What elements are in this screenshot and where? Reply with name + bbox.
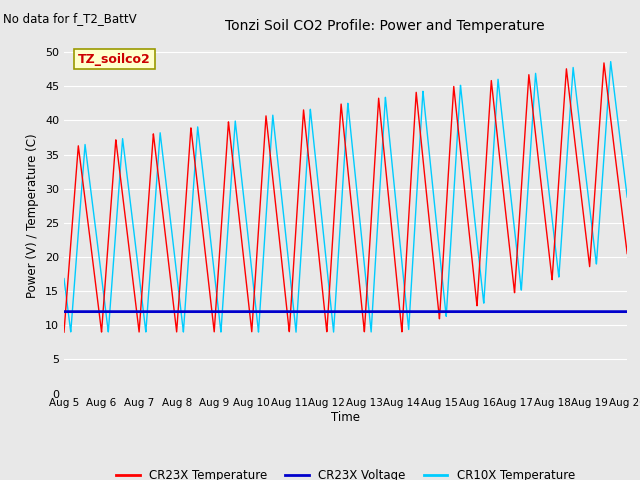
X-axis label: Time: Time (331, 411, 360, 424)
Title: Tonzi Soil CO2 Profile: Power and Temperature: Tonzi Soil CO2 Profile: Power and Temper… (225, 19, 545, 33)
Text: TZ_soilco2: TZ_soilco2 (78, 53, 151, 66)
Legend: CR23X Temperature, CR23X Voltage, CR10X Temperature: CR23X Temperature, CR23X Voltage, CR10X … (111, 465, 580, 480)
Text: No data for f_T2_BattV: No data for f_T2_BattV (3, 12, 137, 25)
Y-axis label: Power (V) / Temperature (C): Power (V) / Temperature (C) (26, 134, 40, 298)
